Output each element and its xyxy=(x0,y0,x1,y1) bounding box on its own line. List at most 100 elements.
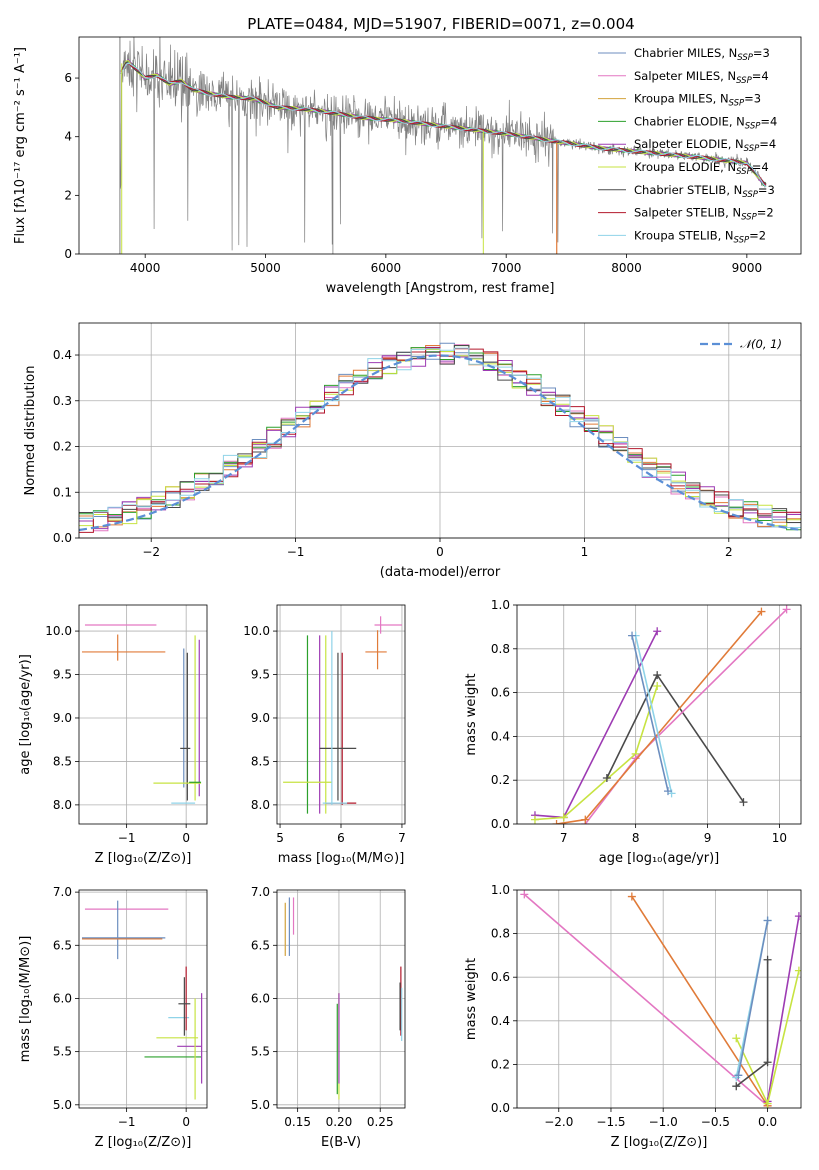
data-point xyxy=(734,1071,743,1080)
x-axis-label: mass [log₁₀(M/M⊙)] xyxy=(278,851,405,866)
x-tick-label: 0 xyxy=(182,831,190,845)
data-point xyxy=(794,966,801,975)
data-point xyxy=(757,607,766,616)
axes-frame xyxy=(78,604,208,825)
y-tick-label: 6 xyxy=(64,71,72,85)
error-bar xyxy=(365,630,387,670)
y-tick-label: 0.8 xyxy=(491,927,510,941)
panel-mass_vs_EBV: 0.15 0.20 0.25 5.0 5.5 6.0 6.5 7.0 E(B-V) xyxy=(251,885,406,1150)
legend-entry: Chabrier STELIB, NSSP=3 xyxy=(634,183,775,200)
x-tick-label: −2.0 xyxy=(544,1115,573,1129)
series-chabrier-miles xyxy=(628,631,672,796)
y-tick-label: 7.0 xyxy=(251,885,270,899)
series-kroupa-miles xyxy=(627,892,772,1108)
data-point xyxy=(763,1058,772,1067)
y-tick-label: 5.0 xyxy=(251,1098,270,1112)
y-tick-label: 6.0 xyxy=(53,991,72,1005)
data-point xyxy=(763,1099,772,1108)
legend-entry: Salpeter STELIB, NSSP=2 xyxy=(634,206,774,223)
panel-massweight_vs_age: 7 8 9 10 0.0 0.2 0.4 0.6 0.8 1.0 age [log₁₀(age/yr… xyxy=(464,598,802,866)
y-tick-label: 8.0 xyxy=(53,798,72,812)
y-tick-label: 0.4 xyxy=(491,729,510,743)
data-point xyxy=(552,820,561,824)
axes-frame xyxy=(78,889,208,1109)
hist-salpeter-stelib xyxy=(79,347,801,533)
data-point xyxy=(763,955,772,964)
x-tick-label: 0.25 xyxy=(367,1115,394,1129)
y-tick-label: 5.5 xyxy=(251,1045,270,1059)
y-tick-label: 9.0 xyxy=(251,711,270,725)
legend: Chabrier MILES, NSSP=3 Salpeter MILES, NS… xyxy=(598,46,777,245)
series-kroupa-stelib xyxy=(732,916,772,1082)
axes-frame xyxy=(78,322,802,539)
y-tick-label: 1.0 xyxy=(491,883,510,897)
y-tick-label: 0.3 xyxy=(53,394,72,408)
y-tick-label: 9.5 xyxy=(53,668,72,682)
data-point xyxy=(581,815,590,824)
plot-area xyxy=(119,37,767,254)
data-point xyxy=(559,813,568,822)
axes-frame xyxy=(516,889,802,1109)
series-line xyxy=(606,673,745,803)
y-tick-label: 2 xyxy=(64,188,72,202)
x-axis-label: age [log₁₀(age/yr)] xyxy=(599,851,720,866)
data-point xyxy=(653,682,662,691)
series-line xyxy=(631,635,669,792)
y-tick-label: 0.2 xyxy=(53,440,72,454)
y-axis-label: Normed distribution xyxy=(23,366,38,496)
data-point xyxy=(794,912,801,921)
series-line xyxy=(556,611,763,824)
x-axis-label: (data-model)/error xyxy=(380,565,501,580)
axes-frame xyxy=(276,889,406,1109)
y-tick-label: 0 xyxy=(64,247,72,261)
data-point xyxy=(732,1082,741,1091)
model-line-kroupa-stelib xyxy=(120,62,767,188)
y-tick-label: 0.4 xyxy=(491,1014,510,1028)
panel-massweight_vs_Z: −2.0 −1.5 −1.0 −0.5 0.0 0.0 0.2 0.4 0.6 0.8 1.0 Z [… xyxy=(464,883,802,1150)
x-tick-label: 6 xyxy=(337,831,345,845)
x-tick-label: −0.5 xyxy=(701,1115,730,1129)
x-axis-label: wavelength [Angstrom, rest frame] xyxy=(326,281,555,296)
series-line xyxy=(737,920,769,1076)
x-tick-label: 0 xyxy=(182,1115,190,1129)
x-tick-label: 2 xyxy=(725,545,733,559)
plot-area xyxy=(283,616,402,814)
y-tick-label: 5.0 xyxy=(53,1098,72,1112)
axes-frame xyxy=(78,36,802,255)
data-point xyxy=(627,892,636,901)
y-tick-label: 0.1 xyxy=(53,485,72,499)
x-tick-label: 8 xyxy=(632,831,640,845)
plot-area xyxy=(81,624,202,804)
x-tick-label: −2 xyxy=(142,545,160,559)
data-point xyxy=(732,1034,741,1043)
y-tick-label: 7.0 xyxy=(53,885,72,899)
plot-area xyxy=(81,900,203,1100)
axes-frame xyxy=(276,604,406,825)
panel-age_vs_Z: −1 0 8.0 8.5 9.0 9.5 10.0 Z [log₁₀(Z/Z⊙)] age [l… xyxy=(18,604,208,866)
x-axis-label: Z [log₁₀(Z/Z⊙)] xyxy=(611,1135,708,1150)
y-axis-label: mass [log₁₀(M/M⊙)] xyxy=(18,936,33,1063)
x-tick-label: 0.20 xyxy=(326,1115,353,1129)
data-point xyxy=(653,627,662,636)
y-axis-label: age [log₁₀(age/yr)] xyxy=(18,654,33,775)
y-tick-label: 0.0 xyxy=(491,817,510,831)
series-kroupa-elodie xyxy=(530,682,662,824)
legend-entry: 𝒩(0, 1) xyxy=(740,337,782,351)
legend-entry: Kroupa MILES, NSSP=3 xyxy=(634,92,761,109)
panel-mass_vs_Z: −1 0 5.0 5.5 6.0 6.5 7.0 Z [log₁₀(Z/Z⊙)] mass [l… xyxy=(18,885,208,1150)
series-kroupa-elodie xyxy=(732,966,801,1108)
y-tick-label: 1.0 xyxy=(491,598,510,612)
y-tick-label: 0.4 xyxy=(53,348,72,362)
y-tick-label: 6.5 xyxy=(53,938,72,952)
error-bar xyxy=(178,977,191,1036)
axes-frame xyxy=(516,604,802,825)
plot-area xyxy=(520,890,801,1108)
series-kroupa-miles xyxy=(552,607,766,824)
x-tick-label: 6000 xyxy=(371,261,402,275)
y-axis-label: mass weight xyxy=(464,958,479,1040)
y-axis-label: Flux [fλ10⁻¹⁷ erg cm⁻² s⁻¹ A⁻¹] xyxy=(13,47,28,244)
x-tick-label: 0 xyxy=(436,545,444,559)
x-axis-label: Z [log₁₀(Z/Z⊙)] xyxy=(95,1135,192,1150)
series-line xyxy=(534,685,658,821)
